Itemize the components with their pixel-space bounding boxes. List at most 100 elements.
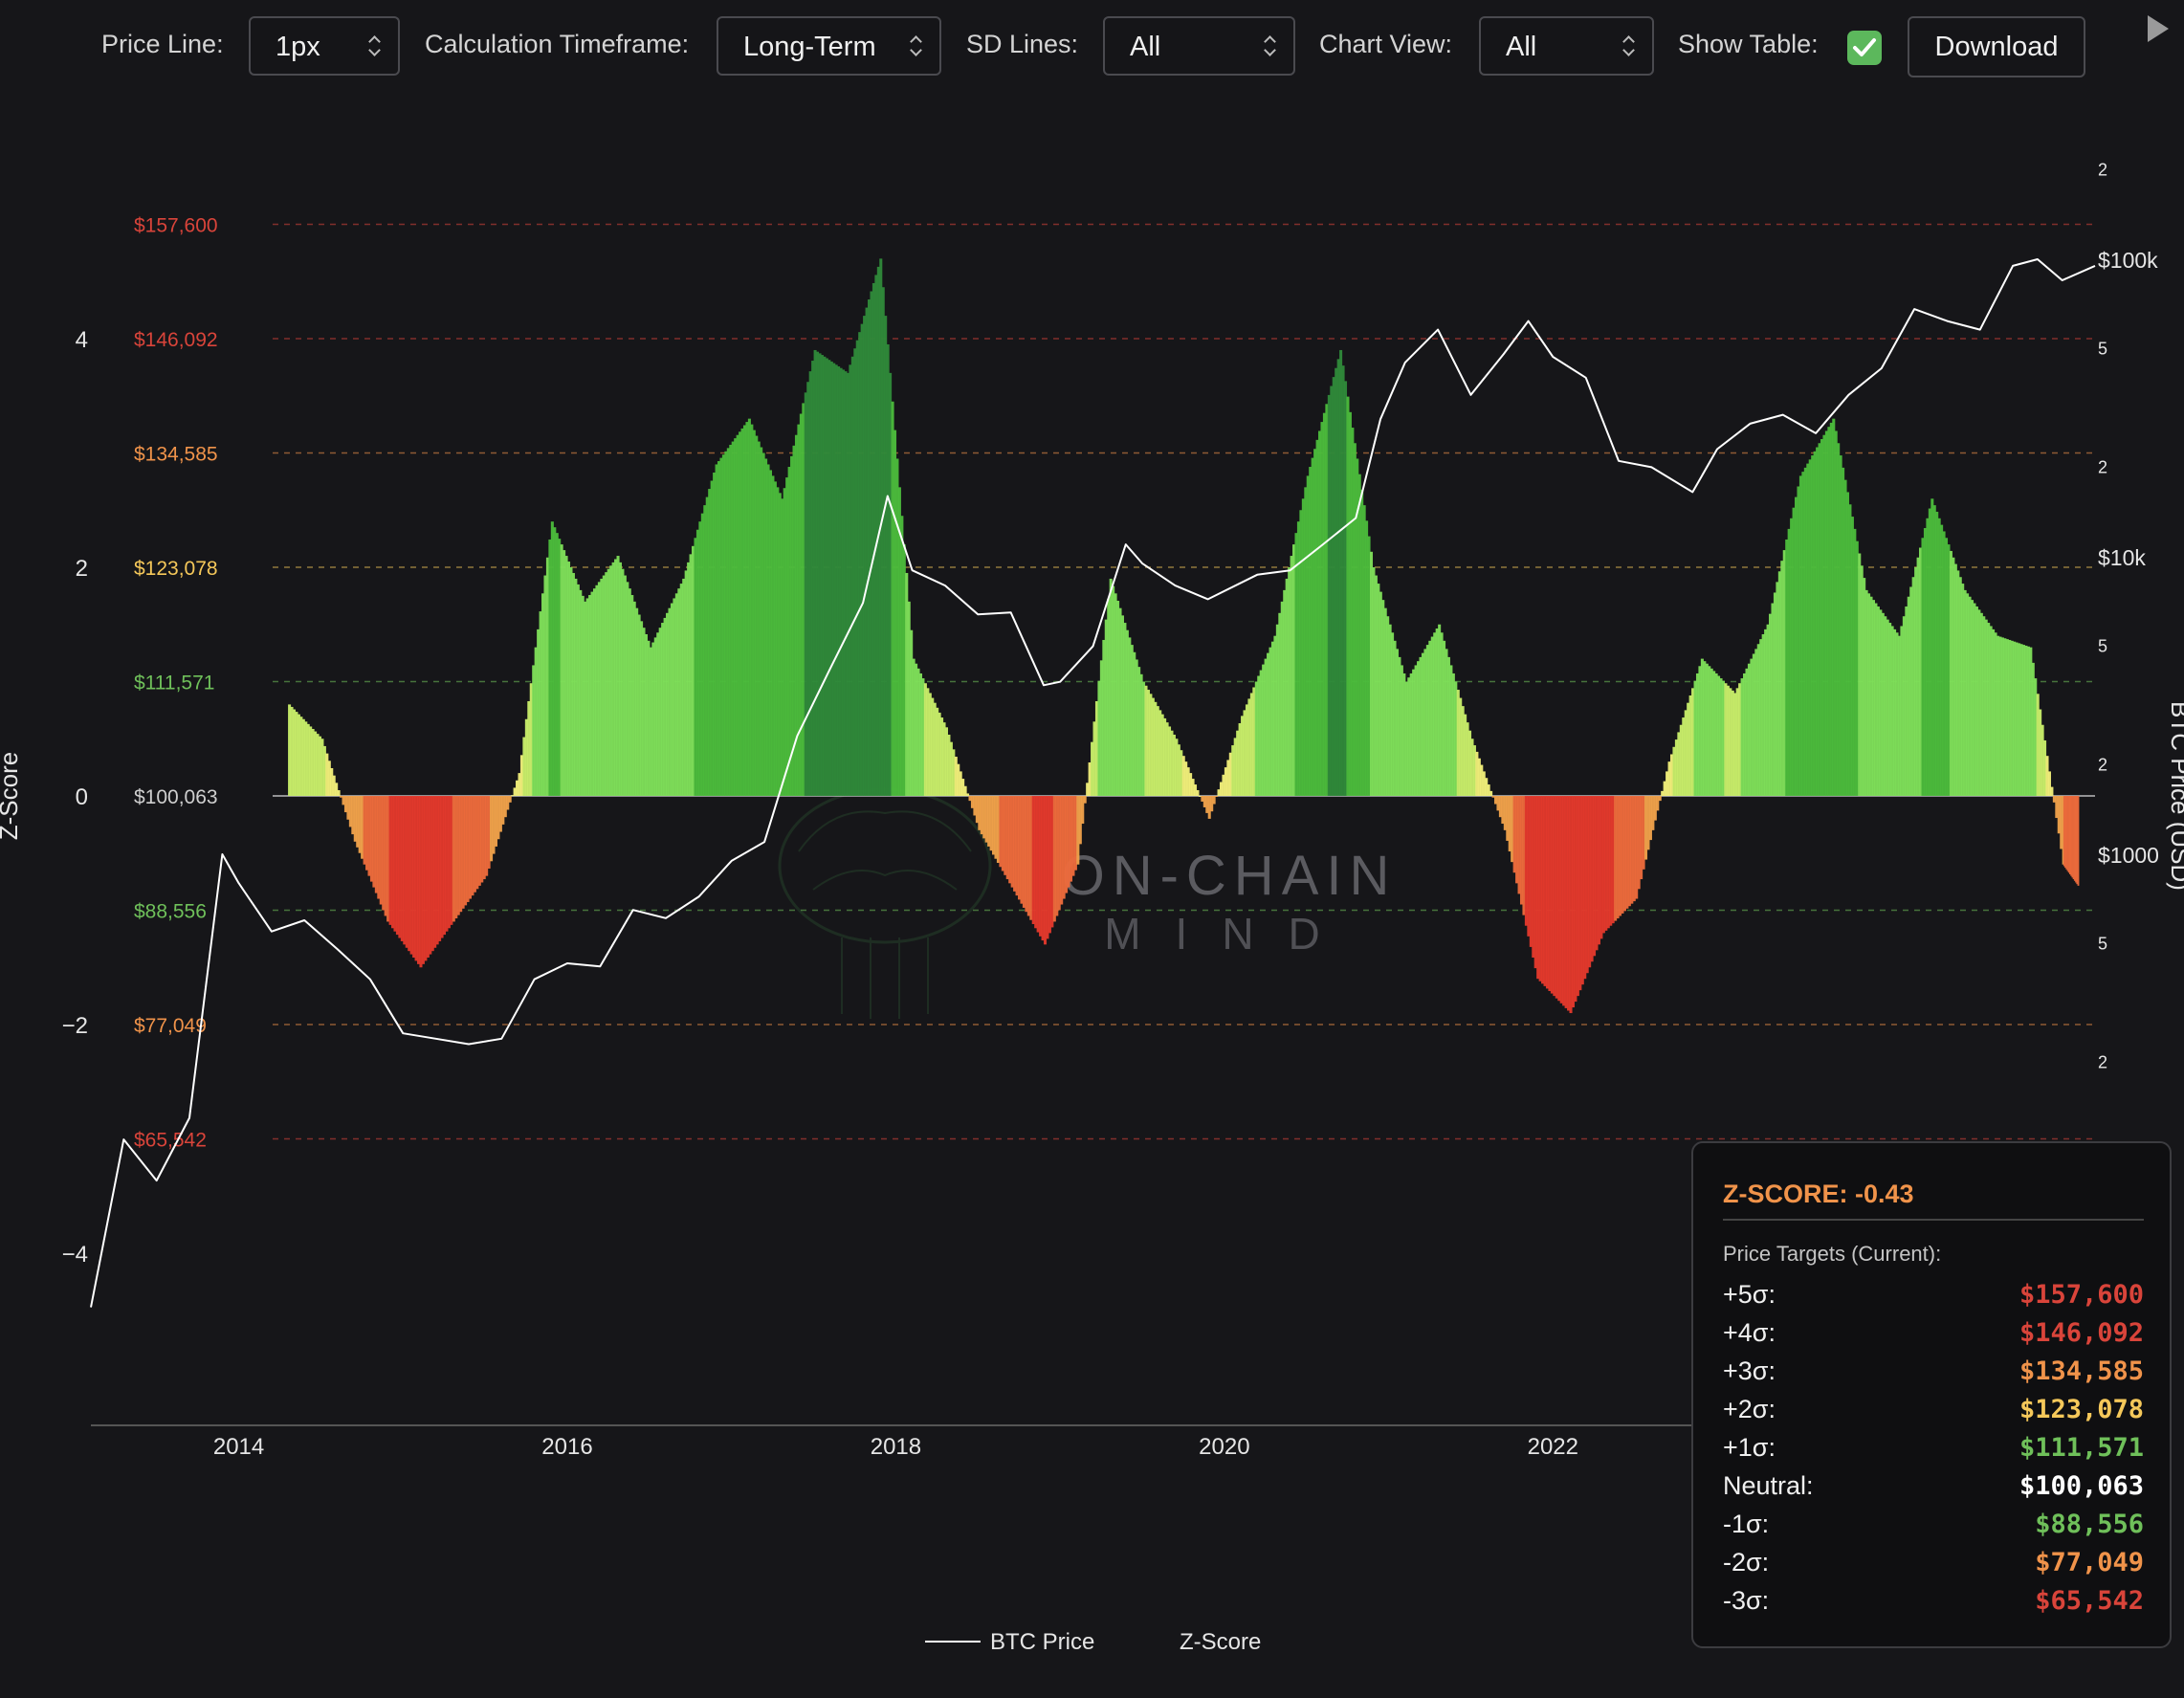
zscore-bar (1832, 418, 1836, 796)
zscore-bar (1512, 796, 1516, 873)
zscore-bar (1693, 680, 1697, 796)
zscore-bar (668, 607, 672, 796)
zscore-bar (1769, 613, 1773, 796)
zscore-bar (1745, 668, 1749, 796)
zscore-bar (346, 796, 350, 820)
zscore-bar (579, 589, 583, 796)
zscore-bar (314, 731, 318, 796)
zscore-bar (1088, 762, 1092, 796)
zscore-bar (710, 480, 714, 796)
zscore-bar (309, 726, 313, 796)
zscore-bar (1803, 467, 1807, 796)
price-line-select[interactable]: 1px (249, 16, 400, 76)
zscore-bar (757, 441, 761, 796)
zscore-bar (1834, 430, 1838, 796)
zscore-bar (543, 575, 547, 796)
zscore-bar (1407, 677, 1411, 796)
zscore-bar (682, 578, 686, 796)
zscore-bar (1921, 538, 1925, 796)
zscore-bar (1430, 636, 1434, 796)
zscore-bar (1637, 796, 1641, 890)
zscore-bar (1911, 577, 1915, 796)
price-target-label: -3σ: (1723, 1586, 1770, 1615)
zscore-bar (1099, 660, 1103, 796)
zscore-bar (1669, 754, 1674, 796)
show-table-checkbox[interactable] (1847, 31, 1882, 65)
watermark-line2: MIND (1104, 909, 1355, 959)
zscore-bar (1231, 745, 1235, 796)
zscore-bar (858, 332, 862, 796)
zscore-bar (1114, 593, 1117, 796)
zscore-bar (1871, 600, 1876, 796)
zscore-bar (365, 796, 369, 871)
zscore-bar (541, 593, 545, 796)
zscore-bar (1125, 629, 1129, 796)
zscore-bar (1966, 593, 1970, 796)
chart-view-select[interactable]: All (1479, 16, 1654, 76)
zscore-bar (1717, 675, 1721, 796)
zscore-bar (1914, 567, 1918, 796)
zscore-bar (2066, 796, 2069, 871)
zscore-bar (825, 358, 828, 796)
zscore-bar (755, 435, 759, 796)
legend-btc-price[interactable]: BTC Price (990, 1629, 1095, 1655)
zscore-bar (1341, 365, 1345, 796)
zscore-bar (1325, 404, 1329, 796)
zscore-bar (1475, 751, 1479, 796)
price-target-value: $123,078 (2019, 1395, 2144, 1424)
zscore-bar (1461, 706, 1465, 796)
zscore-bar (1017, 796, 1022, 900)
zscore-bar (1909, 586, 1913, 796)
zscore-bar (1585, 796, 1589, 974)
zscore-bar (1353, 443, 1357, 796)
zscore-bar (2019, 644, 2023, 796)
zscore-bar (1876, 606, 1880, 796)
zscore-bar (529, 683, 533, 796)
zscore-bar (895, 458, 899, 796)
zscore-bar (1238, 723, 1242, 796)
timeframe-select[interactable]: Long-Term (717, 16, 941, 76)
zscore-bar (1398, 656, 1401, 796)
zscore-bar (1979, 612, 1983, 796)
zscore-bar (2075, 796, 2077, 883)
sd-lines-select[interactable]: All (1103, 16, 1295, 76)
zscore-bar (1335, 367, 1338, 796)
divider (1723, 1219, 2144, 1221)
zscore-bar (867, 299, 871, 796)
zscore-bar (442, 796, 447, 936)
legend-zscore[interactable]: Z-Score (1180, 1629, 1262, 1655)
zscore-bar (818, 353, 822, 796)
zscore-bar (461, 796, 465, 909)
zscore-bar (1798, 475, 1802, 796)
zscore-bar (764, 458, 768, 796)
zscore-bar (1381, 600, 1385, 796)
zscore-bar (1466, 722, 1469, 796)
zscore-bar (560, 544, 563, 796)
zscore-bar (1290, 556, 1293, 796)
zscore-bar (316, 734, 320, 796)
zscore-bar (766, 464, 770, 796)
zscore-bar (322, 745, 326, 796)
zscore-bar (1438, 624, 1442, 796)
zscore-bar (1273, 635, 1277, 796)
download-button[interactable]: Download (1908, 16, 2085, 77)
zscore-bar (1395, 649, 1400, 796)
zscore-bar (1811, 455, 1815, 796)
zscore-bar (1252, 687, 1256, 796)
zscore-bar (1970, 600, 1974, 796)
zscore-bar (787, 467, 791, 796)
zscore-bar (1172, 734, 1176, 796)
sd-line-label: $88,556 (134, 901, 207, 923)
sd-lines-label: SD Lines: (966, 30, 1079, 58)
zscore-bar (649, 647, 652, 796)
zscore-bar (1808, 459, 1812, 796)
zscore-bar (1156, 706, 1159, 796)
zscore-bar (1998, 636, 2002, 796)
price-target-label: +1σ: (1723, 1433, 1776, 1462)
zscore-bar (588, 595, 592, 796)
zscore-bar (311, 729, 315, 796)
zscore-bar (1555, 796, 1558, 999)
zscore-bar (539, 611, 542, 796)
zscore-bar (2047, 771, 2051, 796)
play-icon[interactable] (2146, 13, 2171, 44)
